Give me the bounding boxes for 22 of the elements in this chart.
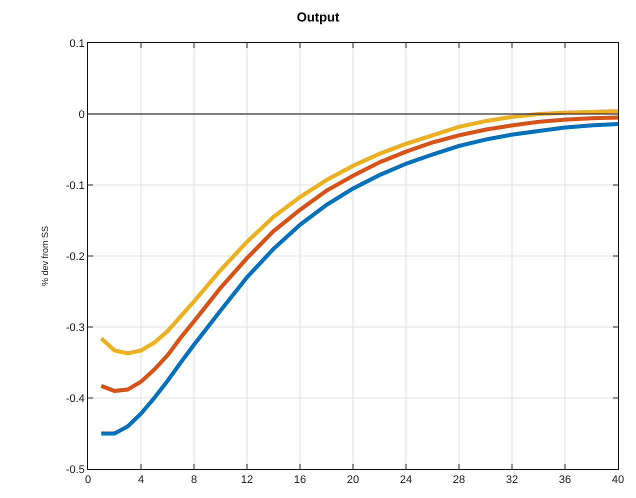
x-tick-label: 16	[294, 474, 306, 486]
y-axis-title: % dev from SS	[40, 226, 50, 286]
x-tick-label: 20	[346, 474, 360, 486]
y-tick-label: 0.1	[70, 38, 85, 50]
x-tick-label: 28	[452, 474, 466, 486]
y-tick-label: -0.2	[66, 250, 85, 263]
x-tick-label: 40	[612, 474, 624, 486]
x-tick-label: 24	[400, 474, 412, 486]
x-tick-label: 32	[506, 474, 518, 486]
y-tick-label: -0.3	[66, 322, 85, 334]
y-tick-label: -0.4	[66, 392, 85, 405]
y-tick-label: 0	[78, 108, 85, 121]
x-tick-label: 4	[138, 474, 144, 486]
x-tick-label: 8	[190, 474, 198, 486]
y-tick-label: -0.5	[66, 464, 85, 476]
y-tick-label: -0.1	[66, 180, 85, 192]
x-tick-label: 12	[240, 474, 254, 486]
line-series	[99, 122, 618, 436]
chart-title: Output	[296, 10, 340, 25]
line-series	[99, 116, 618, 393]
line-series	[99, 109, 618, 356]
x-tick-label: 36	[558, 474, 572, 486]
